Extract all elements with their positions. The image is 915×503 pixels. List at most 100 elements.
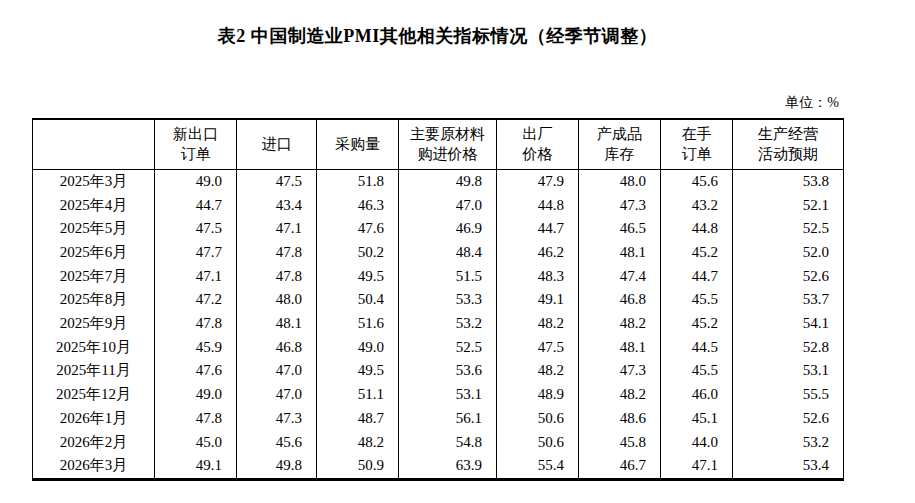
cell-value: 48.1 [579,241,661,265]
table-row: 2025年7月47.147.849.551.548.347.444.752.6 [33,264,844,288]
cell-value: 48.0 [237,288,317,312]
column-header: 进口 [237,119,317,170]
cell-value: 49.5 [317,264,399,288]
cell-value: 49.5 [317,359,399,383]
cell-value: 50.9 [317,454,399,479]
table-row: 2026年1月47.847.348.756.150.648.645.152.6 [33,406,844,430]
table-row: 2025年11月47.647.049.553.648.247.345.553.1 [33,359,844,383]
cell-value: 47.8 [237,264,317,288]
cell-value: 63.9 [399,454,497,479]
pmi-report-page: 表2 中国制造业PMI其他相关指标情况（经季节调整） 单位：% 新出口 订单进口… [0,0,915,503]
row-label: 2025年4月 [33,193,155,217]
cell-value: 48.7 [317,406,399,430]
cell-value: 44.8 [497,193,579,217]
table-container: 表2 中国制造业PMI其他相关指标情况（经季节调整） 单位：% 新出口 订单进口… [32,0,843,481]
cell-value: 47.5 [237,169,317,193]
cell-value: 48.2 [497,312,579,336]
cell-value: 47.1 [661,454,733,479]
table-row: 2026年3月49.149.850.963.955.446.747.153.4 [33,454,844,479]
table-row: 2025年6月47.747.850.248.446.248.145.252.0 [33,241,844,265]
cell-value: 45.8 [579,430,661,454]
cell-value: 53.8 [733,169,844,193]
cell-value: 52.5 [733,217,844,241]
cell-value: 48.2 [579,312,661,336]
row-label: 2025年8月 [33,288,155,312]
cell-value: 49.8 [237,454,317,479]
corner-cell [33,119,155,170]
cell-value: 48.9 [497,383,579,407]
column-header: 生产经营 活动预期 [733,119,844,170]
cell-value: 50.6 [497,406,579,430]
cell-value: 53.2 [733,430,844,454]
cell-value: 48.2 [317,430,399,454]
table-header-row: 新出口 订单进口采购量主要原材料 购进价格出厂 价格产成品 库存在手 订单生产经… [33,119,844,170]
cell-value: 51.8 [317,169,399,193]
cell-value: 50.2 [317,241,399,265]
cell-value: 46.8 [579,288,661,312]
cell-value: 53.2 [399,312,497,336]
cell-value: 49.0 [317,335,399,359]
cell-value: 45.5 [661,288,733,312]
cell-value: 48.1 [237,312,317,336]
cell-value: 44.7 [497,217,579,241]
table-body: 2025年3月49.047.551.849.847.948.045.653.82… [33,169,844,479]
cell-value: 43.4 [237,193,317,217]
cell-value: 47.7 [155,241,237,265]
cell-value: 46.3 [317,193,399,217]
cell-value: 46.0 [661,383,733,407]
cell-value: 54.1 [733,312,844,336]
cell-value: 50.6 [497,430,579,454]
cell-value: 44.8 [661,217,733,241]
cell-value: 47.0 [399,193,497,217]
cell-value: 50.4 [317,288,399,312]
table-row: 2026年2月45.045.648.254.850.645.844.053.2 [33,430,844,454]
cell-value: 47.9 [497,169,579,193]
table-row: 2025年4月44.743.446.347.044.847.343.252.1 [33,193,844,217]
cell-value: 54.8 [399,430,497,454]
cell-value: 49.0 [155,383,237,407]
cell-value: 49.1 [155,454,237,479]
row-label: 2025年3月 [33,169,155,193]
cell-value: 47.5 [497,335,579,359]
cell-value: 46.7 [579,454,661,479]
unit-label: 单位：% [32,94,843,112]
row-label: 2025年6月 [33,241,155,265]
row-label: 2025年10月 [33,335,155,359]
cell-value: 49.0 [155,169,237,193]
cell-value: 47.0 [237,383,317,407]
cell-value: 47.3 [237,406,317,430]
cell-value: 55.4 [497,454,579,479]
cell-value: 45.2 [661,241,733,265]
cell-value: 47.6 [155,359,237,383]
cell-value: 53.3 [399,288,497,312]
column-header: 出厂 价格 [497,119,579,170]
cell-value: 52.6 [733,406,844,430]
row-label: 2025年9月 [33,312,155,336]
table-row: 2025年10月45.946.849.052.547.548.144.552.8 [33,335,844,359]
table-row: 2025年5月47.547.147.646.944.746.544.852.5 [33,217,844,241]
column-header: 产成品 库存 [579,119,661,170]
cell-value: 44.7 [661,264,733,288]
cell-value: 47.1 [237,217,317,241]
cell-value: 45.6 [661,169,733,193]
cell-value: 48.2 [497,359,579,383]
cell-value: 46.9 [399,217,497,241]
cell-value: 48.0 [579,169,661,193]
cell-value: 48.1 [579,335,661,359]
row-label: 2026年3月 [33,454,155,479]
cell-value: 47.3 [579,359,661,383]
column-header: 采购量 [317,119,399,170]
cell-value: 49.8 [399,169,497,193]
cell-value: 45.5 [661,359,733,383]
cell-value: 46.8 [237,335,317,359]
cell-value: 47.1 [155,264,237,288]
column-header: 新出口 订单 [155,119,237,170]
table-row: 2025年9月47.848.151.653.248.248.245.254.1 [33,312,844,336]
cell-value: 52.1 [733,193,844,217]
row-label: 2025年12月 [33,383,155,407]
cell-value: 47.8 [155,312,237,336]
row-label: 2025年7月 [33,264,155,288]
cell-value: 45.6 [237,430,317,454]
cell-value: 44.7 [155,193,237,217]
cell-value: 44.0 [661,430,733,454]
